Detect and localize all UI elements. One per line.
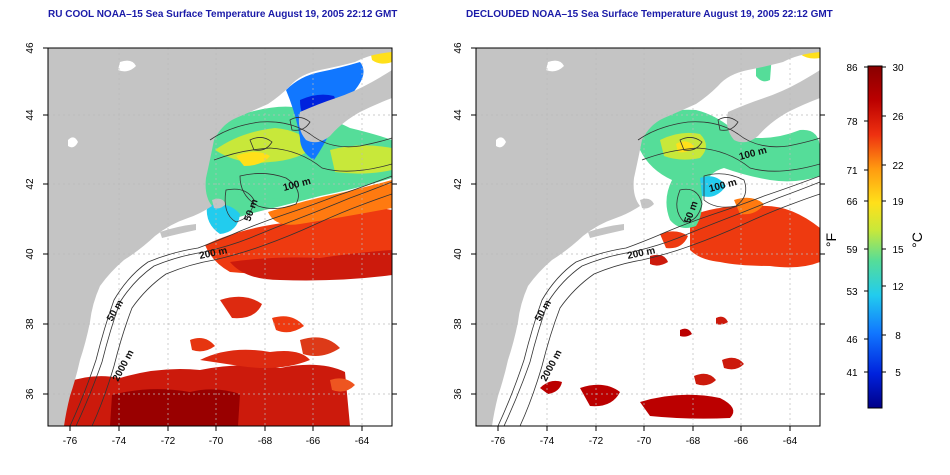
x-tick-label: -64 — [355, 436, 370, 447]
right-contours — [497, 117, 820, 426]
x-tick-label: -72 — [161, 436, 176, 447]
right-y-tick-labels: 36 38 40 42 44 46 — [453, 42, 464, 400]
y-tick-label: 42 — [453, 178, 464, 190]
x-tick-label: -72 — [589, 436, 604, 447]
temperature-colorbar: 86 78 71 66 59 53 46 41 30 26 22 19 15 1… — [823, 63, 925, 409]
x-tick-label: -66 — [306, 436, 321, 447]
x-tick-label: -74 — [540, 436, 555, 447]
y-tick-label: 36 — [25, 388, 36, 400]
left-land — [48, 48, 392, 426]
y-tick-label: 46 — [453, 42, 464, 54]
celsius-tick: 26 — [892, 112, 904, 123]
x-tick-label: -76 — [63, 436, 78, 447]
y-tick-label: 40 — [453, 248, 464, 260]
left-map: 100 m 50 m 200 m 50 m 2000 m -76 -74 -72 — [25, 42, 397, 447]
celsius-tick: 15 — [892, 245, 904, 256]
fahrenheit-tick: 71 — [846, 166, 858, 177]
fahrenheit-tick: 41 — [846, 368, 858, 379]
left-map-frame — [47, 47, 393, 427]
celsius-unit-label: °C — [909, 232, 925, 248]
right-x-tick-labels: -76 -74 -72 -70 -68 -66 -64 — [491, 436, 798, 447]
x-tick-label: -70 — [637, 436, 652, 447]
fahrenheit-tick: 59 — [846, 245, 858, 256]
celsius-tick: 12 — [892, 282, 904, 293]
celsius-tick-labels: 30 26 22 19 15 12 8 5 — [892, 63, 904, 379]
celsius-tick: 8 — [895, 331, 901, 342]
y-tick-label: 36 — [453, 388, 464, 400]
right-land — [476, 48, 820, 426]
celsius-tick: 30 — [892, 63, 904, 74]
fahrenheit-tick-labels: 86 78 71 66 59 53 46 41 — [846, 63, 858, 379]
left-sst-gulf-of-maine — [200, 106, 392, 234]
right-grid — [476, 48, 820, 426]
left-sst-shelf-edge — [205, 180, 392, 281]
left-y-tick-labels: 36 38 40 42 44 46 — [25, 42, 36, 400]
x-tick-label: -64 — [783, 436, 798, 447]
x-tick-label: -68 — [258, 436, 273, 447]
right-axis-ticks — [471, 47, 825, 431]
y-tick-label: 42 — [25, 178, 36, 190]
y-tick-label: 44 — [453, 109, 464, 121]
left-map-title: RU COOL NOAA–15 Sea Surface Temperature … — [48, 9, 398, 20]
fahrenheit-tick: 53 — [846, 287, 858, 298]
y-tick-label: 38 — [453, 318, 464, 330]
y-tick-label: 40 — [25, 248, 36, 260]
y-tick-label: 46 — [25, 42, 36, 54]
x-tick-label: -76 — [491, 436, 506, 447]
fahrenheit-tick: 66 — [846, 197, 858, 208]
x-tick-label: -68 — [686, 436, 701, 447]
celsius-tick: 22 — [892, 161, 904, 172]
right-sst-warm-south — [540, 316, 744, 419]
fahrenheit-tick: 86 — [846, 63, 858, 74]
x-tick-label: -74 — [112, 436, 127, 447]
x-tick-label: -66 — [734, 436, 749, 447]
right-sst-gulf-of-maine — [640, 48, 820, 228]
left-axis-ticks — [43, 47, 397, 431]
celsius-tick: 5 — [895, 368, 901, 379]
left-sst-warm-south — [60, 349, 355, 426]
celsius-tick: 19 — [892, 197, 904, 208]
colorbar-ticks — [864, 66, 886, 373]
x-tick-label: -70 — [209, 436, 224, 447]
y-tick-label: 44 — [25, 109, 36, 121]
right-map: 100 m 100 m 50 m 200 m 50 m 2000 m -76 -… — [453, 42, 825, 447]
y-tick-label: 38 — [25, 318, 36, 330]
left-x-tick-labels: -76 -74 -72 -70 -68 -66 -64 — [63, 436, 370, 447]
left-contours — [69, 117, 392, 426]
right-map-frame — [475, 47, 821, 427]
left-grid — [48, 48, 392, 426]
left-sst-mid-patches — [190, 296, 340, 356]
fahrenheit-tick: 46 — [846, 335, 858, 346]
fahrenheit-tick: 78 — [846, 117, 858, 128]
colorbar-gradient — [867, 65, 883, 409]
right-map-title: DECLOUDED NOAA–15 Sea Surface Temperatur… — [466, 9, 833, 20]
fahrenheit-unit-label: °F — [823, 233, 839, 247]
